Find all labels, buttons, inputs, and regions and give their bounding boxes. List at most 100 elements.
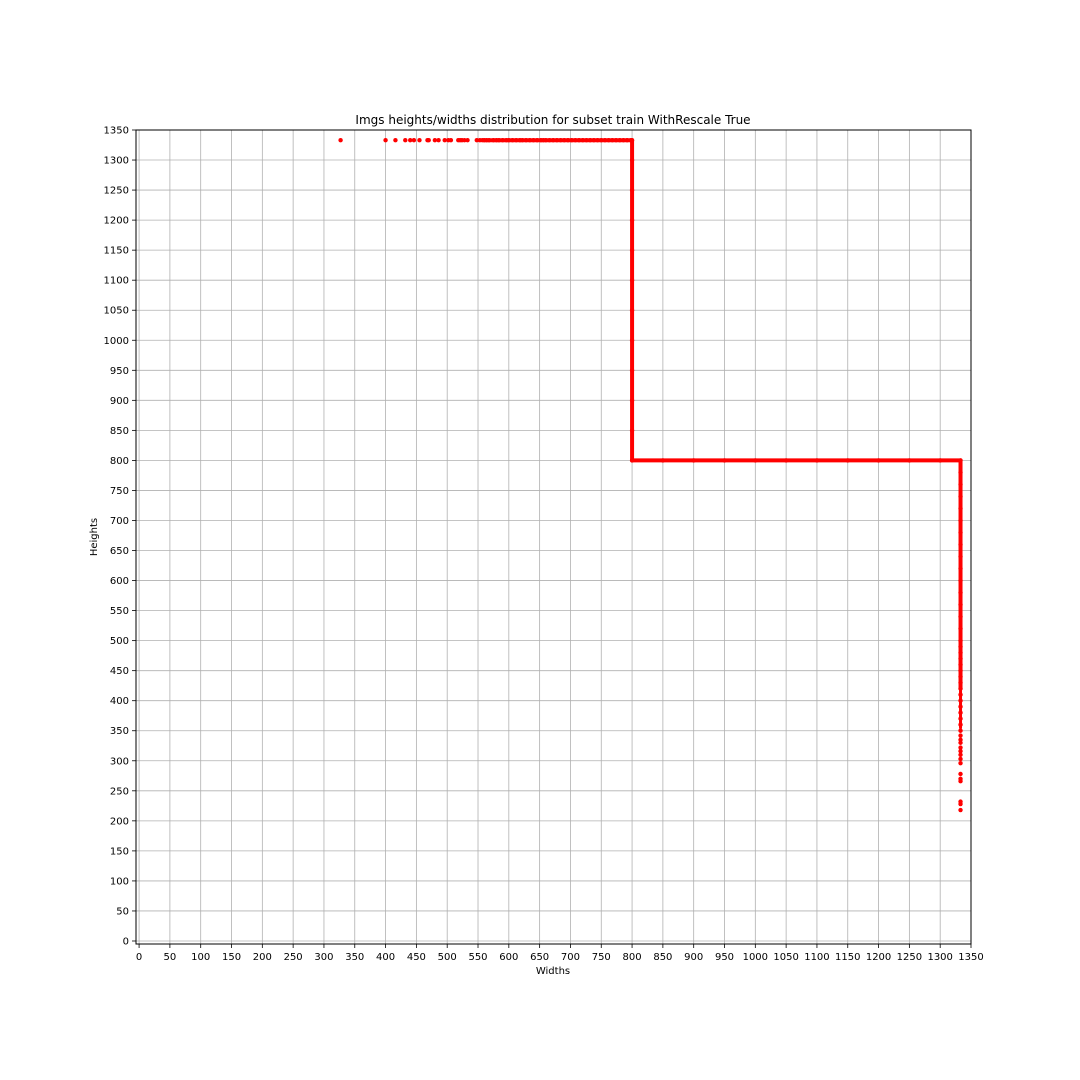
data-point bbox=[599, 138, 604, 143]
data-point bbox=[569, 138, 574, 143]
y-axis-label: Heights bbox=[89, 518, 100, 556]
y-tick-label: 900 bbox=[110, 396, 129, 407]
x-tick-label: 1150 bbox=[835, 952, 860, 963]
y-tick-label: 1150 bbox=[104, 246, 129, 257]
data-point bbox=[876, 458, 881, 463]
data-point bbox=[907, 458, 912, 463]
data-point bbox=[958, 771, 963, 777]
data-point bbox=[629, 308, 635, 313]
data-point bbox=[442, 138, 447, 143]
data-point bbox=[617, 138, 622, 143]
x-tick-label: 550 bbox=[468, 952, 487, 963]
data-point bbox=[958, 662, 963, 667]
data-point bbox=[383, 138, 388, 143]
data-point bbox=[591, 138, 597, 143]
x-tick-label: 950 bbox=[715, 952, 734, 963]
x-tick-label: 1050 bbox=[773, 952, 798, 963]
y-tick-label: 700 bbox=[110, 516, 129, 527]
data-point bbox=[958, 686, 963, 691]
data-point bbox=[753, 458, 758, 463]
x-tick-label: 1350 bbox=[958, 952, 983, 963]
data-point bbox=[958, 614, 963, 619]
y-tick-label: 100 bbox=[110, 876, 129, 887]
x-tick-label: 1250 bbox=[897, 952, 922, 963]
y-tick-label: 950 bbox=[110, 366, 129, 377]
y-tick-label: 300 bbox=[110, 756, 129, 767]
data-point bbox=[958, 482, 963, 487]
y-tick-label: 600 bbox=[110, 576, 129, 587]
data-point bbox=[491, 138, 496, 143]
x-tick-label: 1300 bbox=[927, 952, 952, 963]
data-point bbox=[958, 760, 963, 766]
data-point bbox=[411, 138, 417, 143]
data-point bbox=[408, 138, 413, 143]
data-point bbox=[814, 458, 820, 463]
data-point bbox=[958, 518, 963, 523]
y-tick-label: 1200 bbox=[104, 216, 129, 227]
chart-title: Imgs heights/widths distribution for sub… bbox=[355, 113, 750, 127]
data-point bbox=[606, 138, 611, 143]
data-point bbox=[629, 338, 635, 343]
data-point bbox=[426, 138, 431, 143]
data-point bbox=[436, 138, 441, 143]
data-point bbox=[629, 157, 635, 163]
data-point bbox=[474, 138, 479, 143]
data-point bbox=[691, 458, 696, 463]
y-tick-label: 0 bbox=[123, 936, 129, 947]
data-point bbox=[629, 217, 635, 223]
x-axis-ticks: 0 50 100 150 200 250 300 350 400 450 500 550 600 650 7… bbox=[136, 944, 984, 963]
y-tick-label: 800 bbox=[110, 456, 129, 467]
data-point bbox=[562, 138, 567, 143]
y-tick-label: 50 bbox=[116, 906, 129, 917]
data-point bbox=[958, 506, 963, 511]
data-point bbox=[958, 602, 963, 607]
data-point bbox=[587, 138, 593, 143]
data-point bbox=[958, 692, 963, 697]
data-point bbox=[531, 138, 536, 143]
data-point bbox=[722, 458, 727, 463]
y-tick-label: 250 bbox=[110, 786, 129, 797]
x-tick-label: 50 bbox=[164, 952, 177, 963]
x-tick-label: 700 bbox=[561, 952, 580, 963]
data-point bbox=[595, 138, 600, 143]
data-point bbox=[958, 779, 963, 784]
x-tick-label: 1000 bbox=[743, 952, 768, 963]
y-tick-label: 350 bbox=[110, 726, 129, 737]
x-tick-label: 600 bbox=[499, 952, 518, 963]
data-point bbox=[958, 748, 963, 754]
data-point bbox=[510, 138, 515, 143]
data-point bbox=[554, 138, 560, 143]
data-point bbox=[958, 650, 963, 655]
data-point bbox=[584, 138, 589, 143]
data-point bbox=[534, 138, 540, 143]
data-point bbox=[393, 138, 398, 143]
x-tick-label: 750 bbox=[592, 952, 611, 963]
data-point bbox=[958, 745, 963, 750]
data-point bbox=[958, 740, 963, 745]
data-point bbox=[958, 674, 963, 679]
data-point bbox=[958, 680, 963, 685]
data-point bbox=[417, 138, 422, 143]
data-point bbox=[958, 733, 963, 738]
data-point bbox=[958, 578, 963, 583]
y-tick-label: 400 bbox=[110, 696, 129, 707]
data-point bbox=[958, 554, 963, 559]
data-point bbox=[523, 138, 529, 143]
data-point bbox=[958, 638, 963, 643]
data-point bbox=[958, 752, 963, 757]
y-tick-label: 1250 bbox=[104, 186, 129, 197]
x-tick-label: 300 bbox=[314, 952, 333, 963]
data-point bbox=[486, 138, 492, 143]
data-point bbox=[958, 716, 963, 721]
data-point bbox=[543, 138, 548, 143]
data-point bbox=[958, 656, 963, 661]
data-point bbox=[580, 138, 585, 143]
data-point bbox=[958, 470, 963, 475]
data-point bbox=[496, 138, 502, 143]
data-point bbox=[558, 138, 563, 143]
data-point bbox=[958, 801, 963, 807]
data-point bbox=[403, 138, 408, 143]
data-point bbox=[629, 458, 635, 463]
data-point bbox=[520, 138, 525, 143]
